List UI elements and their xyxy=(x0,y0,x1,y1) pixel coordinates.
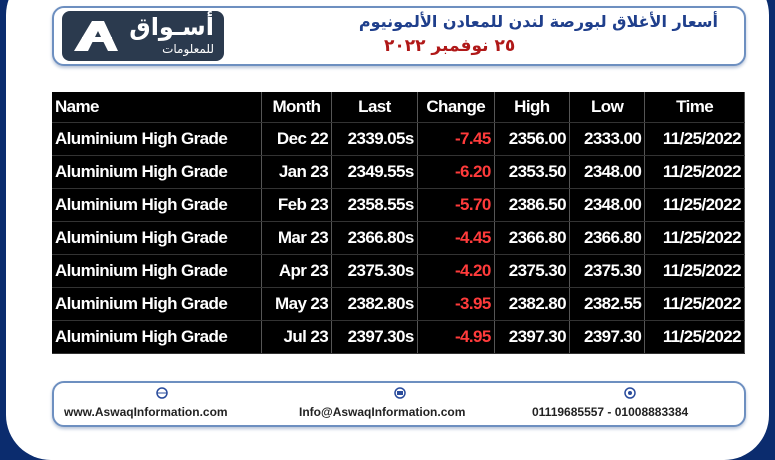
cell: 11/25/2022 xyxy=(644,122,745,156)
cell: 2375.30 xyxy=(494,254,570,288)
table-row: Aluminium High Grade Jan 23 2349.55s -6.20 2… xyxy=(52,155,745,189)
cell: 2382.55 xyxy=(569,287,646,321)
cell: Aluminium High Grade xyxy=(52,221,262,255)
cell: Jan 23 xyxy=(261,155,333,189)
title: أسعار الأغلاق لبورصة لندن للمعادن الألمو… xyxy=(358,12,718,31)
cell: 11/25/2022 xyxy=(644,188,745,222)
column-header: Month xyxy=(261,92,333,123)
cell: 2339.05s xyxy=(331,122,418,156)
table-row: Aluminium High Grade Mar 23 2366.80s -4.45 2… xyxy=(52,221,745,255)
cell: 11/25/2022 xyxy=(644,221,745,255)
cell: 11/25/2022 xyxy=(644,320,745,354)
cell: -4.45 xyxy=(417,221,495,255)
cell: 2348.00 xyxy=(569,155,646,189)
cell: -3.95 xyxy=(417,287,495,321)
cell: 11/25/2022 xyxy=(644,254,745,288)
logo-subtitle: للمعلومات xyxy=(162,42,214,56)
cell: 2397.30s xyxy=(331,320,418,354)
cell: 11/25/2022 xyxy=(644,287,745,321)
cell: -4.95 xyxy=(417,320,495,354)
cell: 2386.50 xyxy=(494,188,570,222)
cell: 2382.80 xyxy=(494,287,570,321)
logo: أسـواق للمعلومات xyxy=(62,11,224,61)
cell: 2356.00 xyxy=(494,122,570,156)
table-row: Aluminium High Grade Feb 23 2358.55s -5.70 2… xyxy=(52,188,745,222)
header-row: Name Month Last Change High Low Time xyxy=(52,92,745,123)
table-row: Aluminium High Grade Jul 23 2397.30s -4.95 2… xyxy=(52,320,745,354)
cell: 2353.50 xyxy=(494,155,570,189)
column-header: Last xyxy=(331,92,418,123)
column-header: Change xyxy=(417,92,495,123)
column-header: Name xyxy=(52,92,262,123)
cell: 2375.30s xyxy=(331,254,418,288)
phone: 01119685557 - 01008883384 xyxy=(532,405,689,419)
web-icon xyxy=(156,387,168,399)
page-body: أسـواق للمعلومات أسعار الأغلاق لبورصة لن… xyxy=(6,0,769,460)
cell: Aluminium High Grade xyxy=(52,320,262,354)
email: Info@AswaqInformation.com xyxy=(299,405,466,419)
cell: 11/25/2022 xyxy=(644,155,745,189)
cell: 2366.80 xyxy=(494,221,570,255)
table-row: Aluminium High Grade Dec 22 2339.05s -7.45 2… xyxy=(52,122,745,156)
header: أسـواق للمعلومات أسعار الأغلاق لبورصة لن… xyxy=(52,6,746,66)
cell: Aluminium High Grade xyxy=(52,287,262,321)
column-header: Low xyxy=(569,92,646,123)
cell: Aluminium High Grade xyxy=(52,254,262,288)
cell: 2349.55s xyxy=(331,155,418,189)
phone-icon xyxy=(624,387,636,399)
cell: 2397.30 xyxy=(569,320,646,354)
table-row: Aluminium High Grade May 23 2382.80s -3.95 2… xyxy=(52,287,745,321)
cell: -7.45 xyxy=(417,122,495,156)
cell: Aluminium High Grade xyxy=(52,155,262,189)
price-table: Name Month Last Change High Low Time Aluminium … xyxy=(52,92,745,354)
email-icon xyxy=(394,387,406,399)
cell: 2382.80s xyxy=(331,287,418,321)
cell: Feb 23 xyxy=(261,188,333,222)
cell: 2358.55s xyxy=(331,188,418,222)
cell: 2348.00 xyxy=(569,188,646,222)
cell: Dec 22 xyxy=(261,122,333,156)
cell: Aluminium High Grade xyxy=(52,188,262,222)
cell: -6.20 xyxy=(417,155,495,189)
column-header: High xyxy=(494,92,570,123)
table-row: Aluminium High Grade Apr 23 2375.30s -4.20 2… xyxy=(52,254,745,288)
cell: 2375.30 xyxy=(569,254,646,288)
cell: 2366.80 xyxy=(569,221,646,255)
date: ٢٥ نوفمبر ٢٠٢٢ xyxy=(384,36,516,56)
cell: -4.20 xyxy=(417,254,495,288)
cell: 2366.80s xyxy=(331,221,418,255)
footer: www.AswaqInformation.com Info@AswaqInfor… xyxy=(52,381,746,427)
cell: -5.70 xyxy=(417,188,495,222)
cell: May 23 xyxy=(261,287,333,321)
cell: Mar 23 xyxy=(261,221,333,255)
table-body: Aluminium High Grade Dec 22 2339.05s -7.45 2… xyxy=(52,122,745,354)
cell: Aluminium High Grade xyxy=(52,122,262,156)
website: www.AswaqInformation.com xyxy=(64,405,228,419)
cell: 2333.00 xyxy=(569,122,646,156)
logo-icon xyxy=(74,21,118,51)
page: {"header":{"logo":{"name":"أسـواق","subt… xyxy=(6,0,769,460)
cell: 2397.30 xyxy=(494,320,570,354)
column-header: Time xyxy=(644,92,745,123)
cell: Jul 23 xyxy=(261,320,333,354)
cell: Apr 23 xyxy=(261,254,333,288)
logo-name: أسـواق xyxy=(129,13,214,41)
